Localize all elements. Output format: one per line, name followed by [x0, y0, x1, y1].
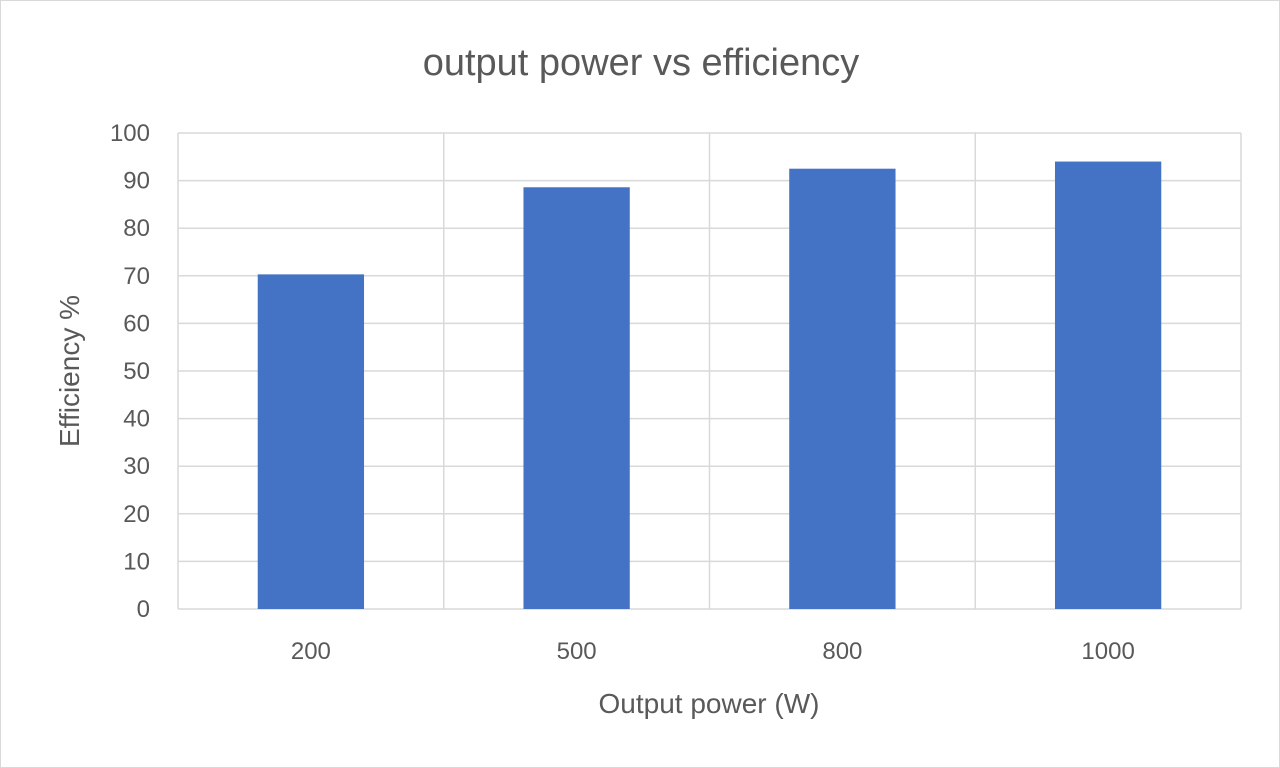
y-tick-label: 30	[123, 453, 150, 480]
chart-title: output power vs efficiency	[423, 42, 860, 84]
y-tick-label: 40	[123, 406, 150, 433]
y-axis-label: Efficiency %	[54, 295, 85, 447]
y-tick-label: 70	[123, 263, 150, 290]
x-tick-label: 500	[557, 638, 597, 665]
y-tick-label: 90	[123, 168, 150, 195]
y-tick-labels: 0 10 20 30 40 50 60 70 80 90 100	[110, 120, 150, 623]
y-tick-label: 20	[123, 501, 150, 528]
y-tick-label: 60	[123, 310, 150, 337]
x-tick-label: 200	[291, 638, 331, 665]
x-tick-labels: 200 500 800 1000	[291, 638, 1135, 665]
y-tick-label: 0	[137, 596, 150, 623]
bar-800	[789, 168, 896, 609]
x-axis-label: Output power (W)	[599, 688, 820, 719]
y-tick-label: 50	[123, 358, 150, 385]
y-tick-label: 100	[110, 120, 150, 147]
x-tick-label: 800	[822, 638, 862, 665]
x-tick-label: 1000	[1081, 638, 1134, 665]
bar-500	[523, 187, 630, 609]
y-tick-label: 10	[123, 548, 150, 575]
bars-layer	[257, 161, 1162, 609]
y-tick-label: 80	[123, 215, 150, 242]
bar-200	[257, 274, 365, 609]
bar-1000	[1054, 161, 1162, 609]
